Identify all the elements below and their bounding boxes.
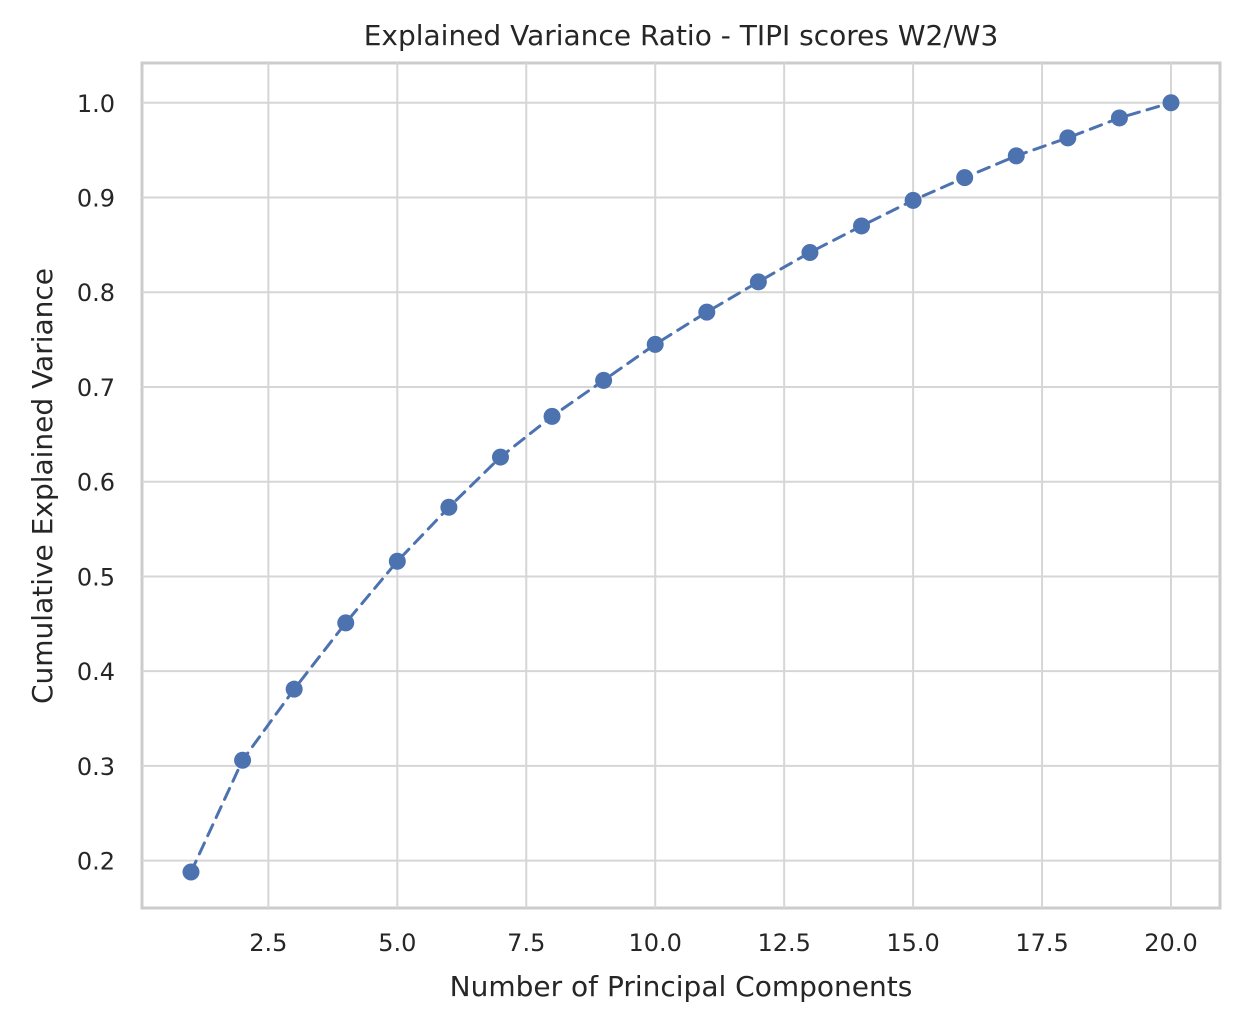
data-point <box>182 863 200 881</box>
y-tick-label: 0.8 <box>77 279 115 307</box>
data-point <box>1007 147 1025 165</box>
data-point <box>285 680 303 698</box>
y-axis-label: Cumulative Explained Variance <box>26 268 59 704</box>
data-point <box>801 243 819 261</box>
series-line <box>189 101 1173 874</box>
data-point <box>1162 94 1180 112</box>
data-point <box>1059 129 1077 147</box>
x-tick-label: 7.5 <box>507 929 545 957</box>
x-tick-label: 10.0 <box>628 929 681 957</box>
y-tick-label: 1.0 <box>77 90 115 118</box>
x-tick-label: 12.5 <box>757 929 810 957</box>
data-point <box>595 371 613 389</box>
y-tick-label: 0.7 <box>77 374 115 402</box>
y-tick-label: 0.6 <box>77 469 115 497</box>
data-point <box>749 273 767 291</box>
data-point <box>698 303 716 321</box>
x-axis-ticks: 2.5 5.0 7.5 10.0 12.5 15.0 17.5 20.0 <box>249 929 1197 957</box>
data-point <box>1110 109 1128 127</box>
data-point <box>337 614 355 632</box>
series-layer <box>182 94 1180 881</box>
data-point <box>646 335 664 353</box>
x-tick-label: 15.0 <box>886 929 939 957</box>
y-tick-label: 0.5 <box>77 563 115 591</box>
y-tick-label: 0.3 <box>77 753 115 781</box>
y-tick-label: 0.4 <box>77 658 115 686</box>
x-axis-label: Number of Principal Components <box>450 970 913 1003</box>
y-tick-label: 0.2 <box>77 848 115 876</box>
data-point <box>491 448 509 466</box>
x-tick-label: 5.0 <box>378 929 416 957</box>
data-point <box>388 552 406 570</box>
data-point <box>440 498 458 516</box>
y-tick-label: 0.9 <box>77 185 115 213</box>
x-tick-label: 2.5 <box>249 929 287 957</box>
data-point <box>234 751 252 769</box>
data-point <box>543 407 561 425</box>
data-point <box>956 169 974 187</box>
y-axis-ticks: 0.2 0.3 0.4 0.5 0.6 0.7 0.8 0.9 1.0 <box>77 90 115 876</box>
plot-area <box>140 61 1222 910</box>
data-point <box>853 217 871 235</box>
x-tick-label: 17.5 <box>1015 929 1068 957</box>
chart-title: Explained Variance Ratio - TIPI scores W… <box>364 19 999 52</box>
x-tick-label: 20.0 <box>1144 929 1197 957</box>
data-point <box>904 191 922 209</box>
